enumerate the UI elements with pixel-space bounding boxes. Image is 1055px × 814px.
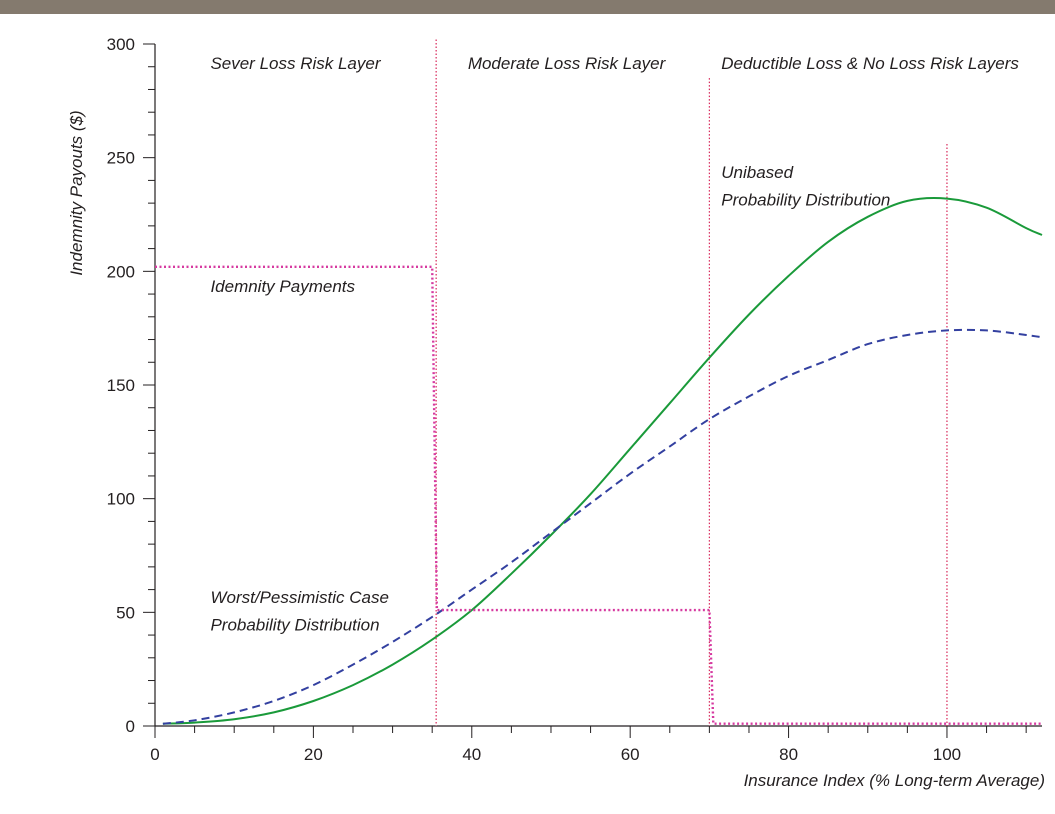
risk-layer-dividers xyxy=(435,39,948,726)
annotations: Sever Loss Risk Layer Moderate Loss Risk … xyxy=(210,54,1019,635)
y-tick-label: 100 xyxy=(107,490,135,509)
x-tick-label: 80 xyxy=(779,745,798,764)
axes: 0 20 40 60 80 100 0 50 100 150 200 250 300 xyxy=(107,35,1042,764)
y-tick-label: 300 xyxy=(107,35,135,54)
y-axis-title: Indemnity Payouts ($) xyxy=(67,110,86,275)
pessimistic-series-line xyxy=(162,328,1043,725)
x-tick-label: 20 xyxy=(304,745,323,764)
x-tick-label: 40 xyxy=(462,745,481,764)
x-axis-title: Insurance Index (% Long-term Average) xyxy=(744,771,1045,790)
x-tick-label: 60 xyxy=(621,745,640,764)
y-tick-label: 150 xyxy=(107,376,135,395)
annotation-label: Unibased xyxy=(721,163,793,182)
y-tick-label: 200 xyxy=(107,262,135,281)
annotation-label: Probability Distribution xyxy=(721,190,890,209)
series-lines xyxy=(155,197,1043,725)
payments-series-line xyxy=(155,265,1042,725)
y-tick-label: 0 xyxy=(126,717,135,736)
x-tick-label: 0 xyxy=(150,745,159,764)
annotation-label: Sever Loss Risk Layer xyxy=(210,54,381,73)
annotation-label: Moderate Loss Risk Layer xyxy=(468,54,667,73)
y-tick-label: 250 xyxy=(107,149,135,168)
y-tick-label: 50 xyxy=(116,603,135,622)
unbiased-series-line xyxy=(162,197,1043,725)
annotation-label: Idemnity Payments xyxy=(210,277,355,296)
x-tick-label: 100 xyxy=(933,745,961,764)
annotation-label: Worst/Pessimistic Case xyxy=(210,588,389,607)
annotation-label: Probability Distribution xyxy=(210,616,379,635)
annotation-label: Deductible Loss & No Loss Risk Layers xyxy=(721,54,1019,73)
header-bar xyxy=(0,0,1055,14)
